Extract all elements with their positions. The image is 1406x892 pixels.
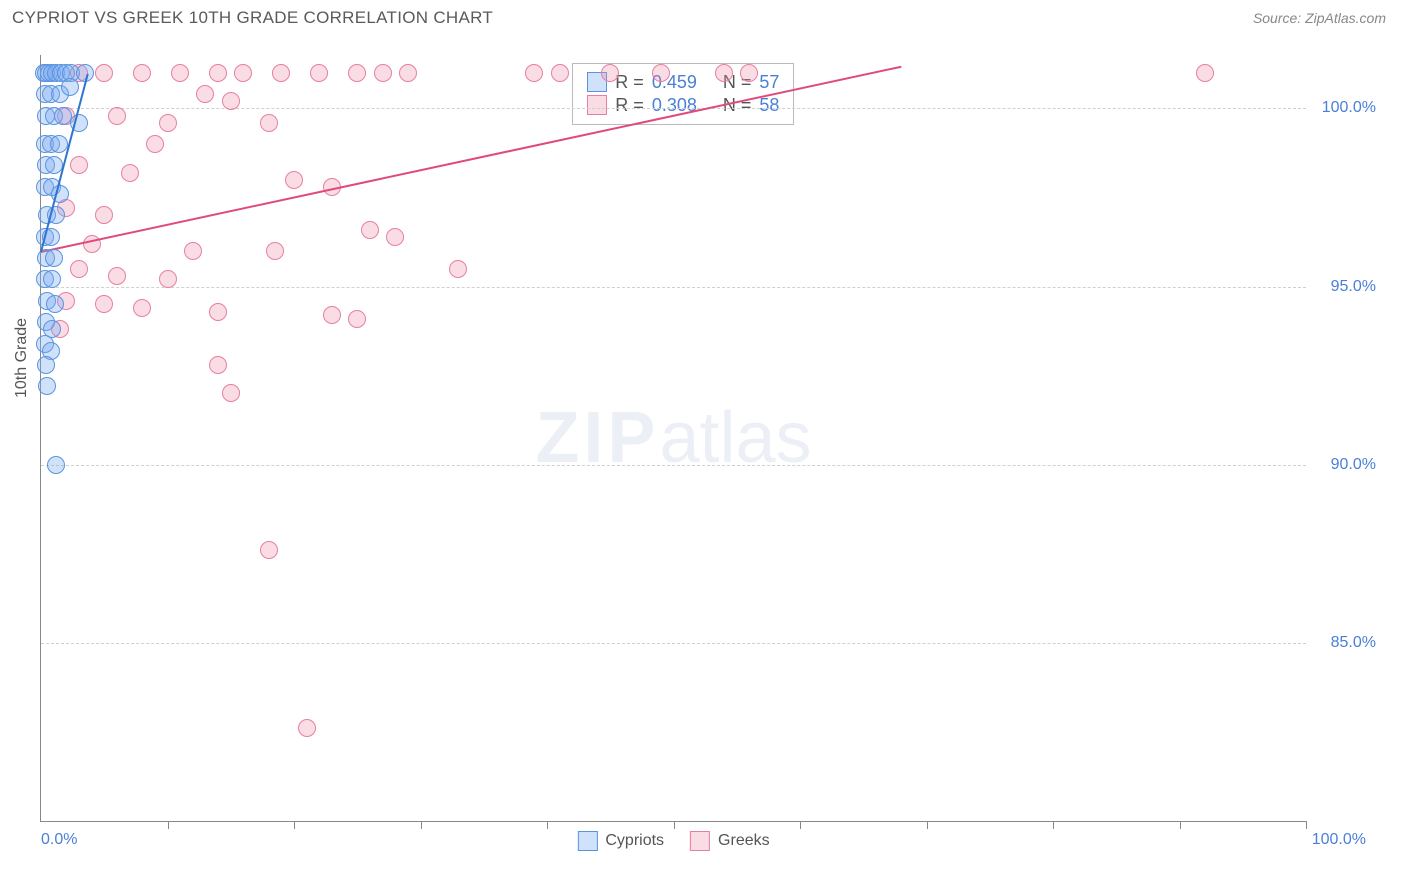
data-point bbox=[652, 64, 670, 82]
data-point bbox=[601, 64, 619, 82]
legend-swatch bbox=[577, 831, 597, 851]
x-tick bbox=[1180, 821, 1181, 829]
data-point bbox=[46, 295, 64, 313]
data-point bbox=[209, 303, 227, 321]
data-point bbox=[323, 306, 341, 324]
data-point bbox=[399, 64, 417, 82]
watermark-bold: ZIP bbox=[535, 398, 659, 478]
chart-header: CYPRIOT VS GREEK 10TH GRADE CORRELATION … bbox=[0, 0, 1406, 32]
stat-r-label: R = bbox=[615, 72, 644, 93]
x-tick bbox=[1053, 821, 1054, 829]
data-point bbox=[266, 242, 284, 260]
stat-n-value: 57 bbox=[759, 72, 779, 93]
chart-title: CYPRIOT VS GREEK 10TH GRADE CORRELATION … bbox=[12, 8, 493, 28]
data-point bbox=[121, 164, 139, 182]
data-point bbox=[715, 64, 733, 82]
data-point bbox=[83, 235, 101, 253]
data-point bbox=[449, 260, 467, 278]
data-point bbox=[1196, 64, 1214, 82]
data-point bbox=[196, 85, 214, 103]
data-point bbox=[234, 64, 252, 82]
data-point bbox=[61, 78, 79, 96]
data-point bbox=[70, 156, 88, 174]
data-point bbox=[50, 135, 68, 153]
data-point bbox=[260, 541, 278, 559]
watermark: ZIPatlas bbox=[535, 397, 811, 479]
x-tick bbox=[1306, 821, 1307, 829]
y-axis-title: 10th Grade bbox=[13, 318, 31, 398]
data-point bbox=[159, 270, 177, 288]
data-point bbox=[133, 299, 151, 317]
data-point bbox=[95, 64, 113, 82]
data-point bbox=[310, 64, 328, 82]
data-point bbox=[740, 64, 758, 82]
data-point bbox=[47, 456, 65, 474]
data-point bbox=[386, 228, 404, 246]
gridline bbox=[41, 287, 1306, 288]
data-point bbox=[374, 64, 392, 82]
legend-swatch bbox=[690, 831, 710, 851]
data-point bbox=[95, 206, 113, 224]
data-point bbox=[348, 310, 366, 328]
data-point bbox=[171, 64, 189, 82]
x-tick bbox=[927, 821, 928, 829]
data-point bbox=[70, 260, 88, 278]
x-tick bbox=[294, 821, 295, 829]
x-tick bbox=[547, 821, 548, 829]
data-point bbox=[43, 270, 61, 288]
data-point bbox=[38, 377, 56, 395]
source-label: Source: ZipAtlas.com bbox=[1253, 10, 1386, 26]
x-tick bbox=[168, 821, 169, 829]
stat-r-label: R = bbox=[615, 95, 644, 116]
legend-swatch bbox=[587, 95, 607, 115]
series-name: Greeks bbox=[718, 832, 770, 850]
y-tick-label: 100.0% bbox=[1322, 99, 1376, 117]
series-legend-item: Cypriots bbox=[577, 831, 664, 851]
y-tick-label: 95.0% bbox=[1331, 278, 1376, 296]
watermark-rest: atlas bbox=[659, 398, 811, 478]
data-point bbox=[108, 267, 126, 285]
data-point bbox=[37, 356, 55, 374]
data-point bbox=[298, 719, 316, 737]
y-tick-label: 85.0% bbox=[1331, 634, 1376, 652]
data-point bbox=[272, 64, 290, 82]
data-point bbox=[159, 114, 177, 132]
gridline bbox=[41, 465, 1306, 466]
data-point bbox=[525, 64, 543, 82]
data-point bbox=[133, 64, 151, 82]
x-tick bbox=[674, 821, 675, 829]
data-point bbox=[146, 135, 164, 153]
data-point bbox=[260, 114, 278, 132]
series-legend-item: Greeks bbox=[690, 831, 770, 851]
x-axis-max-label: 100.0% bbox=[1312, 831, 1366, 849]
trend-line bbox=[41, 66, 902, 253]
data-point bbox=[361, 221, 379, 239]
data-point bbox=[551, 64, 569, 82]
data-point bbox=[209, 356, 227, 374]
data-point bbox=[285, 171, 303, 189]
x-tick bbox=[421, 821, 422, 829]
data-point bbox=[348, 64, 366, 82]
data-point bbox=[54, 107, 72, 125]
series-legend: Cypriots Greeks bbox=[577, 831, 769, 851]
data-point bbox=[108, 107, 126, 125]
y-tick-label: 90.0% bbox=[1331, 456, 1376, 474]
series-name: Cypriots bbox=[605, 832, 664, 850]
chart-area: 10th Grade ZIPatlas 0.0% 100.0% R = 0.45… bbox=[40, 55, 1306, 822]
data-point bbox=[222, 384, 240, 402]
x-tick bbox=[800, 821, 801, 829]
data-point bbox=[95, 295, 113, 313]
x-axis-min-label: 0.0% bbox=[41, 831, 77, 849]
gridline bbox=[41, 643, 1306, 644]
data-point bbox=[184, 242, 202, 260]
data-point bbox=[222, 92, 240, 110]
data-point bbox=[209, 64, 227, 82]
data-point bbox=[45, 249, 63, 267]
stat-n-value: 58 bbox=[759, 95, 779, 116]
